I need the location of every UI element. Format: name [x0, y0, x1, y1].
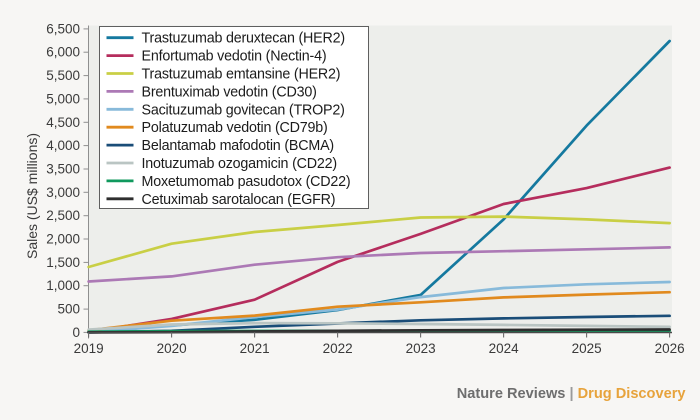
svg-text:Belantamab mafodotin (BCMA): Belantamab mafodotin (BCMA)	[142, 138, 334, 154]
svg-text:2,500: 2,500	[46, 208, 80, 223]
svg-text:Brentuximab vedotin (CD30): Brentuximab vedotin (CD30)	[142, 84, 317, 100]
svg-text:4,000: 4,000	[46, 138, 80, 153]
svg-text:2025: 2025	[572, 341, 602, 356]
svg-text:6,000: 6,000	[46, 45, 80, 60]
svg-text:Sales (US$ millions): Sales (US$ millions)	[24, 133, 40, 259]
svg-text:Cetuximab sarotalocan (EGFR): Cetuximab sarotalocan (EGFR)	[142, 192, 336, 208]
svg-text:2019: 2019	[74, 341, 104, 356]
svg-text:Nature Reviews | Drug Discover: Nature Reviews | Drug Discovery	[457, 386, 687, 402]
svg-text:Enfortumab vedotin (Nectin-4): Enfortumab vedotin (Nectin-4)	[142, 49, 327, 65]
svg-text:Inotuzumab ozogamicin (CD22): Inotuzumab ozogamicin (CD22)	[142, 156, 337, 172]
svg-text:2023: 2023	[406, 341, 436, 356]
svg-text:1,500: 1,500	[46, 255, 80, 270]
svg-text:500: 500	[57, 302, 80, 317]
svg-text:4,500: 4,500	[46, 115, 80, 130]
svg-text:1,000: 1,000	[46, 278, 80, 293]
svg-text:Moxetumomab pasudotox (CD22): Moxetumomab pasudotox (CD22)	[142, 174, 351, 190]
svg-text:2026: 2026	[655, 341, 685, 356]
svg-text:Trastuzumab emtansine (HER2): Trastuzumab emtansine (HER2)	[142, 67, 341, 83]
svg-text:2022: 2022	[323, 341, 353, 356]
svg-text:3,500: 3,500	[46, 162, 80, 177]
svg-text:Trastuzumab deruxtecan (HER2): Trastuzumab deruxtecan (HER2)	[142, 31, 345, 47]
svg-text:5,500: 5,500	[46, 68, 80, 83]
svg-text:5,000: 5,000	[46, 91, 80, 106]
svg-text:Sacituzumab govitecan (TROP2): Sacituzumab govitecan (TROP2)	[142, 102, 345, 118]
svg-text:6,500: 6,500	[46, 21, 80, 36]
svg-text:0: 0	[72, 325, 80, 340]
svg-text:3,000: 3,000	[46, 185, 80, 200]
svg-text:2024: 2024	[489, 341, 520, 356]
svg-text:2,000: 2,000	[46, 232, 80, 247]
svg-text:Polatuzumab vedotin (CD79b): Polatuzumab vedotin (CD79b)	[142, 120, 328, 136]
svg-text:2020: 2020	[157, 341, 187, 356]
svg-text:2021: 2021	[240, 341, 270, 356]
